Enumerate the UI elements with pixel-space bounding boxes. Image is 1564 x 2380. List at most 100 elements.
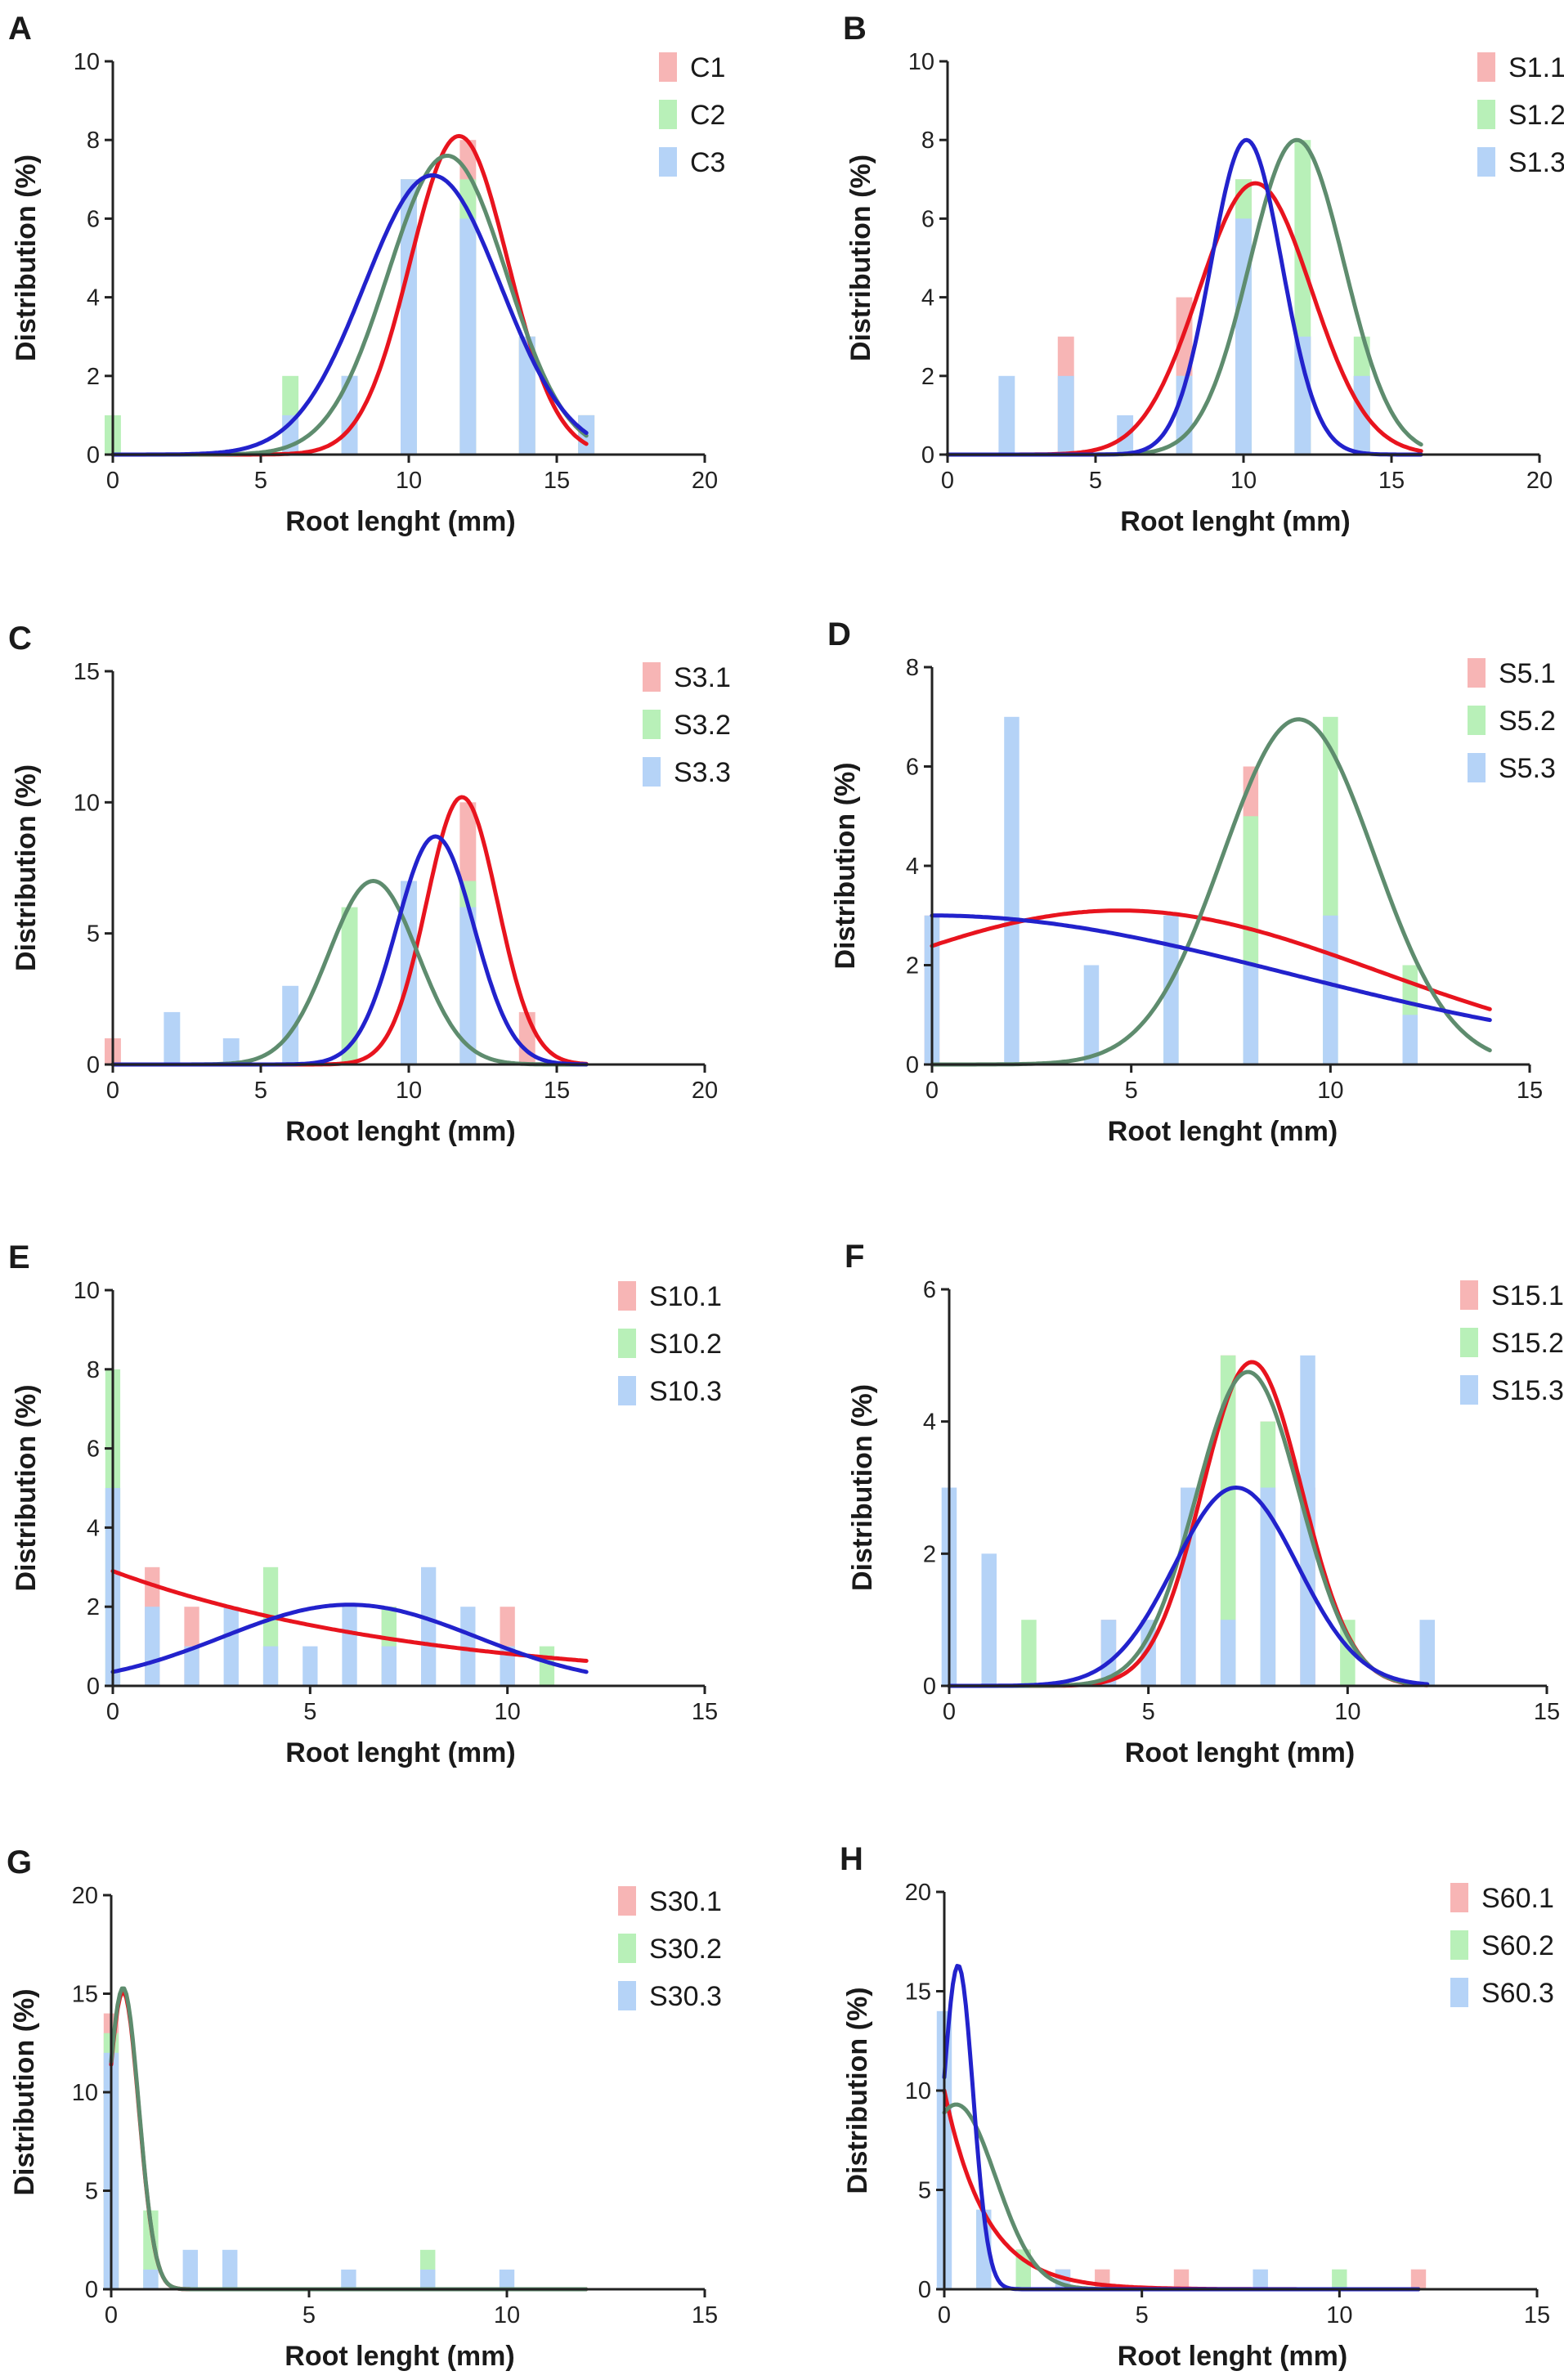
x-axis-title: Root lenght (mm) xyxy=(1108,1116,1338,1147)
x-tick-label: 5 xyxy=(1142,1699,1155,1725)
y-tick-label: 2 xyxy=(923,1541,936,1567)
x-tick-label: 15 xyxy=(1524,2302,1550,2328)
legend-swatch-s5-2 xyxy=(1468,706,1486,735)
legend-label-s10-1: S10.1 xyxy=(649,1281,722,1312)
legend-swatch-s30-3 xyxy=(618,1981,636,2010)
bar-s5-3-x12 xyxy=(1402,1015,1418,1065)
y-tick-label: 20 xyxy=(72,1883,98,1909)
fit-curve-s60-2 xyxy=(942,2102,1421,2292)
x-tick-label: 5 xyxy=(303,1699,316,1725)
y-tick-label: 0 xyxy=(906,1052,919,1078)
bar-s10-3-x9 xyxy=(460,1607,476,1686)
legend-swatch-c2 xyxy=(659,100,677,129)
legend-label-s10-3: S10.3 xyxy=(649,1376,722,1407)
legend-swatch-s3-1 xyxy=(643,662,661,692)
bar-s3-3-x2 xyxy=(164,1011,181,1065)
x-tick-label: 0 xyxy=(941,468,954,494)
y-tick-label: 4 xyxy=(921,285,934,312)
bar-s3-3-x6 xyxy=(282,985,299,1065)
bar-s30-3-x8 xyxy=(420,2269,436,2289)
y-tick-label: 10 xyxy=(74,1278,100,1304)
legend-swatch-s60-2 xyxy=(1450,1930,1468,1960)
bar-s1-3-x12 xyxy=(1294,336,1311,455)
legend-label-s1-2: S1.2 xyxy=(1508,100,1564,131)
bar-s15-3-x12 xyxy=(1419,1620,1435,1686)
chart-panel-f: F 0 2 4 6 0 5 10 15 Root lenght (mm) Distribution … xyxy=(845,1239,1564,1768)
x-axis-title: Root lenght (mm) xyxy=(1118,2341,1347,2372)
x-tick-label: 15 xyxy=(692,2302,718,2328)
x-tick-label: 0 xyxy=(925,1078,939,1104)
bar-s60-2-x2 xyxy=(1015,2249,1031,2289)
legend-swatch-s3-3 xyxy=(643,757,661,787)
bar-s10-3-x10 xyxy=(500,1646,515,1686)
panel-letter: F xyxy=(845,1239,864,1275)
legend-label-s3-2: S3.2 xyxy=(674,710,731,741)
y-axis-title: Distribution (%) xyxy=(830,762,861,969)
legend-label-c1: C1 xyxy=(690,52,725,83)
legend-label-s60-2: S60.2 xyxy=(1481,1930,1554,1961)
legend-label-s5-2: S5.2 xyxy=(1499,706,1556,737)
legend-label-s60-1: S60.1 xyxy=(1481,1883,1554,1914)
x-tick-label: 0 xyxy=(943,1699,956,1725)
legend-label-s15-2: S15.2 xyxy=(1491,1328,1564,1359)
legend-swatch-s10-2 xyxy=(618,1329,636,1358)
x-axis-title: Root lenght (mm) xyxy=(285,2341,514,2372)
y-tick-label: 10 xyxy=(74,49,100,75)
x-tick-label: 20 xyxy=(692,1078,718,1104)
y-tick-label: 10 xyxy=(905,2078,931,2104)
bar-s3-2-x8 xyxy=(341,907,358,1065)
bar-s15-3-x4 xyxy=(1100,1620,1117,1686)
panel-letter: C xyxy=(8,621,32,657)
x-tick-label: 20 xyxy=(692,468,718,494)
y-tick-label: 2 xyxy=(87,1594,100,1620)
fit-curve-s60-3 xyxy=(942,1964,1421,2292)
legend-swatch-c1 xyxy=(659,52,677,82)
y-tick-label: 15 xyxy=(905,1979,931,2006)
y-tick-label: 6 xyxy=(906,755,919,781)
bar-s10-3-x8 xyxy=(421,1566,437,1686)
x-axis-title: Root lenght (mm) xyxy=(1125,1737,1355,1768)
legend-swatch-c3 xyxy=(659,147,677,177)
legend-swatch-s10-1 xyxy=(618,1281,636,1311)
bar-s10-3-x6 xyxy=(342,1607,357,1686)
y-axis-title: Distribution (%) xyxy=(842,1987,873,2194)
legend-swatch-s1-1 xyxy=(1477,52,1495,82)
fit-curve-s10-1 xyxy=(110,1569,589,1663)
y-tick-label: 15 xyxy=(72,1982,98,2008)
legend-swatch-s3-2 xyxy=(643,710,661,739)
x-tick-label: 10 xyxy=(494,2302,520,2328)
bar-s10-3-x4 xyxy=(262,1646,279,1686)
y-tick-label: 0 xyxy=(921,442,934,468)
y-tick-label: 10 xyxy=(72,2080,98,2106)
bar-s30-3-x1 xyxy=(143,2269,159,2289)
x-tick-label: 10 xyxy=(1317,1078,1343,1104)
panel-letter: A xyxy=(8,11,32,47)
panel-letter: D xyxy=(827,616,851,652)
fit-curve-s30-2 xyxy=(109,1986,589,2292)
legend-swatch-s30-2 xyxy=(618,1934,636,1963)
bar-s60-1-x12 xyxy=(1410,2269,1427,2289)
bar-s5-3-x8 xyxy=(1243,965,1259,1065)
bar-s10-3-x7 xyxy=(381,1646,397,1686)
y-axis-title: Distribution (%) xyxy=(847,1384,878,1591)
bar-s30-3-x2 xyxy=(182,2249,198,2289)
legend-swatch-s10-3 xyxy=(618,1376,636,1405)
legend-label-s3-3: S3.3 xyxy=(674,757,731,788)
x-tick-label: 5 xyxy=(302,2302,316,2328)
panel-letter: B xyxy=(843,11,867,47)
x-tick-label: 15 xyxy=(1378,468,1405,494)
bar-s30-3-x10 xyxy=(499,2269,515,2289)
bar-s1-3-x2 xyxy=(998,375,1015,455)
x-tick-label: 0 xyxy=(106,1078,119,1104)
legend-swatch-s15-2 xyxy=(1460,1328,1478,1357)
legend-label-s60-3: S60.3 xyxy=(1481,1978,1554,2009)
x-tick-label: 0 xyxy=(105,2302,118,2328)
bar-s5-3-x2 xyxy=(1004,716,1020,1065)
legend-swatch-s60-1 xyxy=(1450,1883,1468,1912)
y-tick-label: 6 xyxy=(921,206,934,232)
bar-c3-x12 xyxy=(459,218,477,455)
x-tick-label: 15 xyxy=(544,1078,570,1104)
bar-s10-3-x5 xyxy=(302,1646,318,1686)
y-tick-label: 0 xyxy=(87,1674,100,1700)
